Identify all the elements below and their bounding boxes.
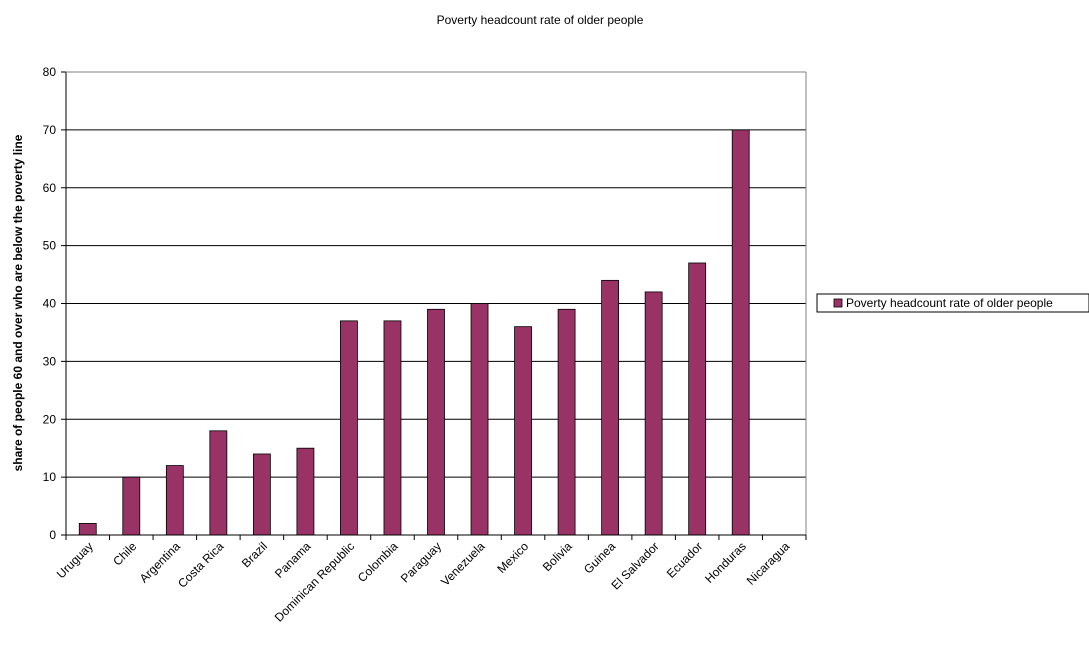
bar-brazil xyxy=(252,453,271,536)
bar-el-salvador xyxy=(644,291,663,536)
bar-chile xyxy=(122,476,141,536)
bar-uruguay xyxy=(78,523,97,536)
y-tick-label: 80 xyxy=(43,65,57,79)
bar-guinea xyxy=(601,279,620,536)
x-tick-label: Dominican Republic xyxy=(272,539,357,624)
bar-argentina xyxy=(165,465,184,536)
y-tick-label: 10 xyxy=(43,470,57,484)
x-tick-label: Brazil xyxy=(239,539,270,570)
legend: Poverty headcount rate of older people xyxy=(816,293,1089,313)
y-tick-label: 30 xyxy=(43,354,57,368)
legend-swatch xyxy=(833,298,843,308)
x-tick-label: Chile xyxy=(110,539,139,568)
x-tick-label: Mexico xyxy=(494,539,531,576)
x-tick-label: Bolivia xyxy=(540,539,575,574)
bar-venezuela xyxy=(470,303,489,536)
bars xyxy=(78,129,750,536)
y-tick-label: 0 xyxy=(49,528,56,542)
legend-border xyxy=(816,293,1089,313)
chart-title: Poverty headcount rate of older people xyxy=(437,13,644,27)
bar-paraguay xyxy=(427,308,445,536)
bar-bolivia xyxy=(557,308,576,536)
x-tick-label: Nicaragua xyxy=(744,539,793,588)
x-tick-label: Honduras xyxy=(702,539,749,586)
x-tick-label: Uruguay xyxy=(54,539,96,581)
bar-dominican-republic xyxy=(340,320,358,536)
bar-ecuador xyxy=(688,262,707,536)
x-tick-label: Panama xyxy=(272,539,314,581)
axes xyxy=(61,71,807,540)
bar-colombia xyxy=(383,320,402,536)
x-tick-label: Ecuador xyxy=(664,539,706,581)
x-tick-label: Colombia xyxy=(355,539,401,585)
x-tick-label: Venezuela xyxy=(438,539,488,589)
y-axis-title: share of people 60 and over who are belo… xyxy=(11,134,25,471)
bar-mexico xyxy=(514,326,532,536)
x-tick-label: Guinea xyxy=(581,539,618,576)
x-tick-label: El Salvador xyxy=(608,539,661,592)
y-tick-label: 60 xyxy=(43,181,57,195)
y-tick-label: 50 xyxy=(43,239,57,253)
y-tick-labels: 0 10 20 30 40 50 60 70 80 xyxy=(43,65,57,542)
x-tick-label: Costa Rica xyxy=(175,539,227,591)
y-tick-label: 40 xyxy=(43,297,57,311)
bar-panama xyxy=(296,447,315,536)
bar-honduras xyxy=(731,129,750,536)
y-tick-label: 70 xyxy=(43,123,57,137)
legend-label: Poverty headcount rate of older people xyxy=(846,296,1053,310)
bar-costa-rica xyxy=(209,430,228,536)
y-tick-label: 20 xyxy=(43,412,57,426)
